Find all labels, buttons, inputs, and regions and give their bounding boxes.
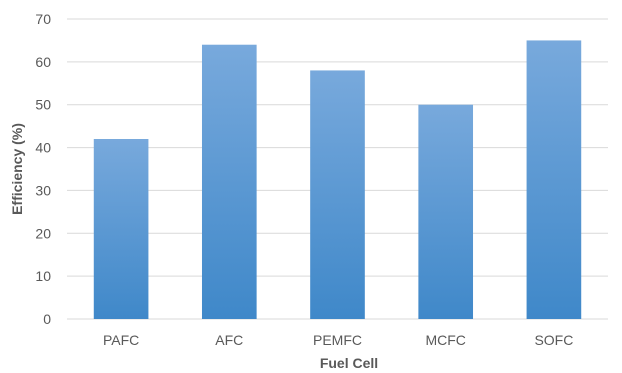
- x-tick-label-afc: AFC: [215, 332, 243, 348]
- bar-sofc: [526, 40, 582, 320]
- bar-afc: [201, 44, 257, 319]
- y-tick-label: 40: [35, 140, 51, 156]
- bar-mcfc: [418, 104, 474, 319]
- bar-pafc: [93, 139, 149, 319]
- x-tick-label-pemfc: PEMFC: [313, 332, 362, 348]
- x-axis-title: Fuel Cell: [320, 355, 378, 371]
- bars: [93, 40, 582, 320]
- y-tick-label: 60: [35, 54, 51, 70]
- x-tick-label-pafc: PAFC: [103, 332, 139, 348]
- y-axis-tick-labels: 0 10 20 30 40 50 60 70: [35, 11, 51, 327]
- x-tick-label-mcfc: MCFC: [425, 332, 465, 348]
- x-tick-label-sofc: SOFC: [534, 332, 573, 348]
- y-tick-label: 30: [35, 182, 51, 198]
- x-axis-tick-labels: PAFC AFC PEMFC MCFC SOFC: [103, 332, 573, 348]
- y-tick-label: 20: [35, 225, 51, 241]
- y-tick-label: 10: [35, 268, 51, 284]
- y-tick-label: 50: [35, 97, 51, 113]
- y-tick-label: 0: [43, 311, 51, 327]
- bar-pemfc: [310, 70, 365, 319]
- y-axis-title: Efficiency (%): [9, 123, 25, 215]
- y-tick-label: 70: [35, 11, 51, 27]
